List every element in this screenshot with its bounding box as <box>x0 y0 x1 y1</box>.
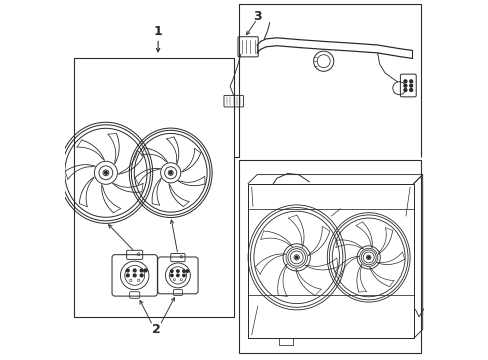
Circle shape <box>367 256 369 258</box>
Circle shape <box>409 84 412 87</box>
Circle shape <box>295 256 297 259</box>
Bar <box>247 184 413 338</box>
Circle shape <box>126 269 129 272</box>
Circle shape <box>126 274 129 277</box>
Circle shape <box>409 89 412 91</box>
Circle shape <box>183 270 185 272</box>
Circle shape <box>170 274 173 276</box>
Bar <box>278 338 292 345</box>
Circle shape <box>186 270 188 272</box>
Circle shape <box>403 80 406 83</box>
Bar <box>239 160 420 353</box>
Circle shape <box>403 89 406 91</box>
Bar <box>73 58 233 317</box>
Circle shape <box>133 274 136 277</box>
Text: 2: 2 <box>152 323 161 336</box>
Text: 1: 1 <box>153 25 162 38</box>
Circle shape <box>144 269 147 272</box>
Circle shape <box>176 270 179 272</box>
Circle shape <box>133 269 136 272</box>
Circle shape <box>176 274 179 276</box>
Text: 3: 3 <box>252 10 261 23</box>
Circle shape <box>170 270 173 272</box>
Circle shape <box>403 84 406 87</box>
Circle shape <box>140 269 142 272</box>
Circle shape <box>140 274 142 277</box>
Circle shape <box>409 80 412 83</box>
Circle shape <box>169 172 172 174</box>
Circle shape <box>183 274 185 276</box>
Circle shape <box>104 171 107 174</box>
